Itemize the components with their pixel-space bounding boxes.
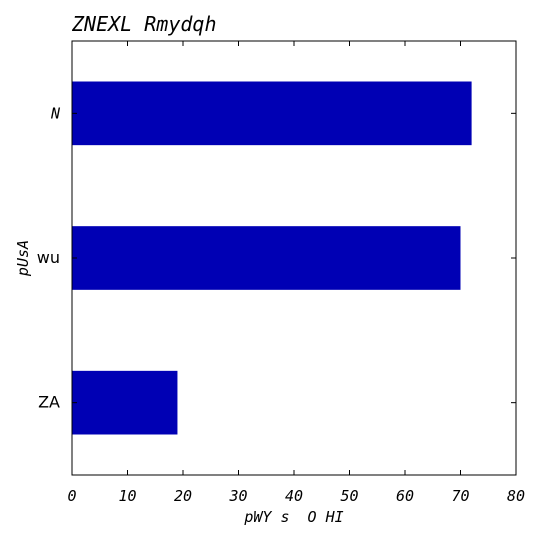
bar-n xyxy=(72,81,472,146)
bars-layer xyxy=(72,81,472,435)
y-axis-label: pUsA xyxy=(14,240,32,277)
bar-wu xyxy=(72,226,461,290)
x-tick-label: 60 xyxy=(396,487,414,505)
x-tick-label: 0 xyxy=(67,487,76,505)
bar-za xyxy=(72,370,178,435)
x-axis-label: pWY s O HI xyxy=(243,508,343,526)
x-tick-label: 20 xyxy=(174,487,192,505)
y-tick-label: N xyxy=(50,104,61,122)
chart-title: ZNEXL Rmydqh xyxy=(71,12,217,36)
y-tick-label: wu xyxy=(37,248,60,267)
x-tick-label: 80 xyxy=(507,487,525,505)
x-tick-label: 30 xyxy=(228,487,247,505)
x-tick-label: 50 xyxy=(340,487,358,505)
y-axis: ZA wu N xyxy=(37,104,516,412)
x-tick-label: 70 xyxy=(451,487,469,505)
y-tick-label: ZA xyxy=(38,393,60,412)
x-tick-label: 40 xyxy=(285,487,303,505)
x-axis: 0 10 20 30 40 50 60 70 80 xyxy=(67,41,525,505)
x-tick-label: 10 xyxy=(118,487,136,505)
